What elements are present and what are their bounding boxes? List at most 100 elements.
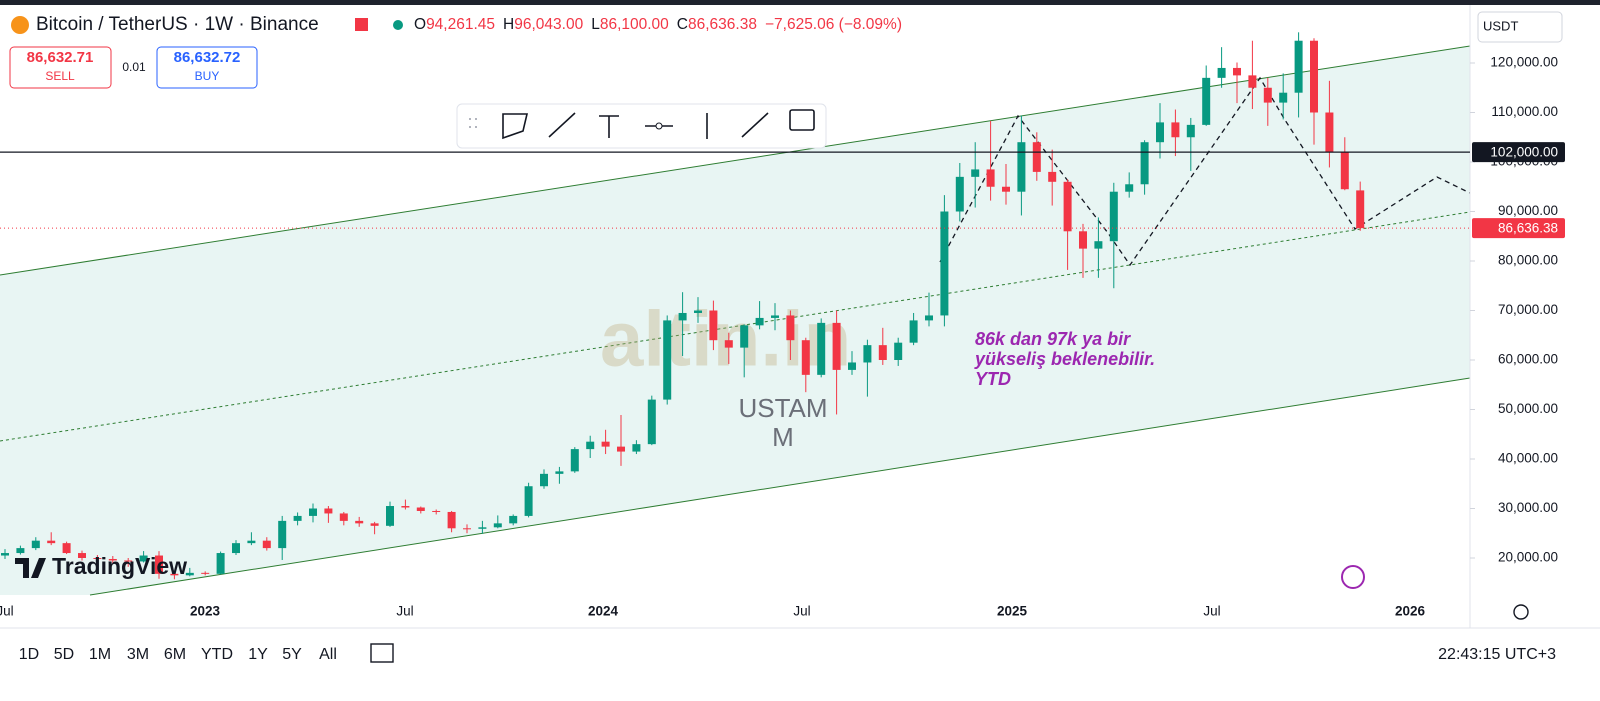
x-tick-label: 2025 <box>997 604 1028 619</box>
spread: 0.01 <box>122 60 146 74</box>
range-button[interactable]: 5Y <box>282 646 302 663</box>
x-tick-label: 2026 <box>1395 604 1426 619</box>
candle-body <box>170 573 179 576</box>
coin-icon <box>11 16 29 34</box>
candle-body <box>1125 184 1134 192</box>
candle-body <box>139 555 148 562</box>
goto-date-icon[interactable] <box>370 643 394 663</box>
candle-body <box>863 345 872 363</box>
range-button[interactable]: 3M <box>127 646 149 663</box>
range-button[interactable]: 6M <box>164 646 186 663</box>
tool-price[interactable] <box>789 109 815 131</box>
candle-body <box>432 510 441 512</box>
candle-body <box>16 548 25 554</box>
candle-body <box>339 513 348 521</box>
tool-hline-dot <box>655 122 663 130</box>
candle-body <box>1063 181 1072 232</box>
price-tag <box>1472 142 1565 163</box>
candle-body <box>848 362 856 370</box>
logo-icon <box>15 558 46 578</box>
status-dot <box>393 20 403 30</box>
candle-body <box>925 315 933 321</box>
flag-icon[interactable] <box>355 18 368 31</box>
drag-handle[interactable] <box>469 118 477 128</box>
candle-body <box>694 310 702 313</box>
candle-body <box>216 553 225 574</box>
candle-body <box>386 506 394 526</box>
candle-body <box>555 471 564 474</box>
candle-body <box>478 527 487 529</box>
x-tick-label: Jul <box>793 604 810 619</box>
candle-body <box>324 508 333 514</box>
settings-icon[interactable] <box>1513 604 1529 620</box>
drawing-toolbar <box>456 103 827 149</box>
candle-body <box>108 558 117 561</box>
candle-body <box>1263 87 1272 103</box>
candle-body <box>786 315 795 341</box>
x-tick-label: 2024 <box>588 604 619 619</box>
y-tick-label: 50,000.00 <box>1498 401 1558 416</box>
candle-body <box>740 325 749 348</box>
candle-body <box>309 508 317 516</box>
y-tick-label: 90,000.00 <box>1498 203 1558 218</box>
tool-line[interactable] <box>548 112 576 138</box>
candle-body <box>940 211 949 316</box>
candle-body <box>1094 241 1103 249</box>
candle-body <box>1233 67 1241 76</box>
sell-button[interactable] <box>9 46 112 89</box>
candle-body <box>355 520 364 524</box>
buy-label: BUY <box>195 69 220 83</box>
candle-body <box>124 560 133 562</box>
candle-body <box>185 572 194 576</box>
candle-body <box>47 540 56 544</box>
candle-body <box>293 515 302 521</box>
x-tick-label: Jul <box>396 604 413 619</box>
currency-box[interactable] <box>1477 11 1563 43</box>
candle-body <box>1294 40 1303 93</box>
price-tag-label: 86,636.38 <box>1498 221 1558 236</box>
ohlc-key: H <box>503 16 514 33</box>
candle-body <box>447 511 456 529</box>
price-change: −7,625.06 (−8.09%) <box>765 16 902 33</box>
tool-shape[interactable] <box>502 113 529 140</box>
candle-body <box>709 310 718 341</box>
x-tick-label: Jul <box>1203 604 1220 619</box>
toolbar-bg <box>456 103 827 149</box>
y-tick-label: 40,000.00 <box>1498 451 1558 466</box>
candle-body <box>278 520 287 549</box>
candle-body <box>31 540 40 549</box>
event-icon[interactable] <box>1341 565 1365 589</box>
buy-button[interactable] <box>156 46 258 89</box>
watermark: altin.in <box>600 295 851 383</box>
candle-body <box>1109 191 1118 242</box>
range-button[interactable]: 1D <box>19 646 39 663</box>
candle-body <box>1186 124 1195 138</box>
plot-area: altin.in USTAM M <box>0 45 1471 596</box>
range-button[interactable]: 5D <box>54 646 74 663</box>
price-tag <box>1472 218 1565 239</box>
channel-upper <box>0 45 1471 276</box>
symbol-title[interactable]: Bitcoin / TetherUS · 1W · Binance <box>36 14 319 35</box>
candle-body <box>801 340 810 375</box>
tool-text[interactable] <box>599 115 619 138</box>
range-button[interactable]: YTD <box>201 646 233 663</box>
candle-body <box>1356 190 1365 229</box>
candle-body <box>755 317 764 326</box>
y-tick-label: 120,000.00 <box>1490 55 1558 70</box>
range-button[interactable]: 1Y <box>248 646 268 663</box>
range-button[interactable]: 1M <box>89 646 111 663</box>
candle-body <box>617 446 625 452</box>
candle-body <box>586 441 595 450</box>
y-tick-label: 20,000.00 <box>1498 550 1558 565</box>
candle-body <box>663 320 672 400</box>
ohlc-key: C <box>677 16 688 33</box>
tool-ray[interactable] <box>741 112 769 138</box>
candle-body <box>1171 122 1180 138</box>
candle-body <box>540 473 548 487</box>
y-tick-label: 70,000.00 <box>1498 302 1558 317</box>
candle-body <box>678 312 687 321</box>
clock: 22:43:15 UTC+3 <box>1438 646 1556 663</box>
range-button[interactable]: All <box>319 646 337 663</box>
candle-body <box>955 176 964 212</box>
currency: USDT <box>1483 18 1518 33</box>
